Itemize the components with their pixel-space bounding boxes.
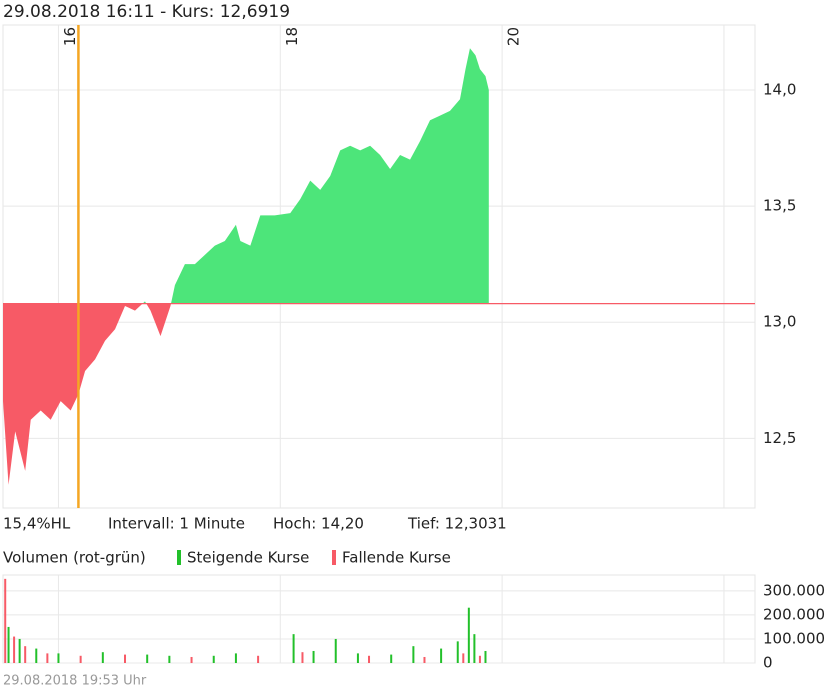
annotation: Tief: 12,3031 — [407, 515, 507, 533]
volume-bar — [292, 634, 295, 663]
chart-title: 29.08.2018 16:11 - Kurs: 12,6919 — [3, 2, 290, 22]
annotation: Intervall: 1 Minute — [108, 515, 245, 533]
volume-bar — [440, 648, 443, 663]
volume-bar — [478, 655, 481, 663]
legend-label: Steigende Kurse — [187, 549, 309, 567]
volume-bar — [412, 646, 415, 663]
x-tick-label: 16 — [61, 27, 79, 46]
footnote: 29.08.2018 19:53 Uhr — [3, 674, 147, 689]
legend-swatch — [332, 550, 336, 565]
volume-bar — [356, 653, 359, 663]
volume-bar — [456, 641, 459, 663]
volume-bar — [101, 652, 104, 663]
plot-frame — [2, 24, 756, 509]
volume-bar — [257, 655, 260, 663]
x-tick-label: 18 — [283, 27, 301, 46]
volume-bar — [484, 650, 487, 663]
y-tick-label: 300.000 — [763, 581, 825, 599]
legend-swatch — [177, 550, 181, 565]
volume-bar — [7, 626, 10, 663]
y-tick-label: 200.000 — [763, 605, 825, 623]
annotation: 15,4%HL — [3, 515, 71, 533]
volume-bar — [46, 653, 49, 663]
volume-bar — [4, 578, 7, 663]
volume-bar — [18, 638, 21, 663]
volume-bar — [79, 655, 82, 663]
y-tick-label: 0 — [763, 654, 773, 672]
volume-bar — [168, 655, 171, 663]
volume-bar — [146, 654, 149, 663]
volume-bar — [462, 653, 465, 663]
volume-bar — [35, 648, 38, 663]
x-tick-label: 20 — [505, 27, 523, 46]
volume-bar — [473, 634, 476, 663]
volume-bar — [124, 654, 127, 663]
y-tick-label: 13,5 — [763, 197, 796, 215]
volume-bar — [24, 646, 27, 663]
volume-bar — [390, 654, 393, 663]
volume-bar — [234, 653, 237, 663]
volume-bar — [212, 655, 215, 663]
annotation: Hoch: 14,20 — [273, 515, 364, 533]
volume-bar — [13, 636, 16, 663]
volume-bar — [334, 638, 337, 663]
y-tick-label: 12,5 — [763, 429, 796, 447]
volume-title: Volumen (rot-grün) — [3, 549, 146, 567]
volume-bar — [57, 653, 60, 663]
price-area — [3, 48, 489, 485]
y-tick-label: 100.000 — [763, 629, 825, 647]
volume-bar — [301, 652, 304, 663]
y-tick-label: 13,0 — [763, 313, 796, 331]
volume-bar — [467, 607, 470, 663]
legend-label: Fallende Kurse — [342, 549, 451, 567]
volume-bar — [312, 650, 315, 663]
volume-bar — [368, 655, 371, 663]
plot-frame — [2, 574, 756, 664]
volume-bar — [190, 656, 193, 663]
y-tick-label: 14,0 — [763, 81, 796, 99]
volume-bar — [423, 656, 426, 663]
